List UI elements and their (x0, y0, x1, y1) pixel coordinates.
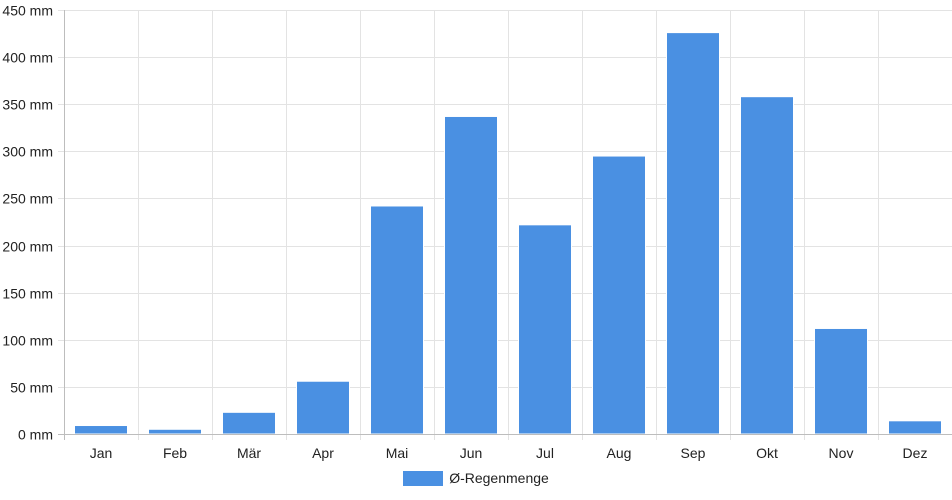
y-tick-label: 0 mm (18, 427, 53, 443)
bar-jul (518, 224, 572, 435)
bar-mai (370, 205, 424, 435)
y-tick-label: 450 mm (2, 3, 53, 19)
x-tick-label: Jan (90, 445, 113, 461)
x-tick-label: Jul (536, 445, 554, 461)
bar-nov (814, 327, 868, 435)
y-tick-label: 350 mm (2, 97, 53, 113)
bar-jun (444, 115, 498, 435)
legend-label: Ø-Regenmenge (449, 470, 549, 486)
legend-swatch (403, 470, 444, 486)
y-tick-label: 250 mm (2, 191, 53, 207)
bar-dez (888, 420, 942, 435)
x-tick-labels: Jan Feb Mär Apr Mai Jun Jul Aug Sep Okt Nov Dez (90, 445, 928, 461)
x-tick-label: Okt (756, 445, 778, 461)
y-tick-label: 150 mm (2, 286, 53, 302)
y-tick-labels: 0 mm 50 mm 100 mm 150 mm 200 mm 250 mm 300 mm 3… (2, 3, 53, 443)
bar-mär (222, 411, 276, 435)
y-tick-label: 300 mm (2, 144, 53, 160)
bar-aug (592, 155, 646, 435)
x-tick-label: Nov (829, 445, 854, 461)
x-tick-label: Mär (237, 445, 261, 461)
axes (58, 10, 952, 440)
bar-sep (666, 32, 720, 435)
x-tick-label: Aug (607, 445, 632, 461)
bar-feb (148, 428, 202, 435)
y-tick-label: 100 mm (2, 333, 53, 349)
bars (74, 32, 942, 435)
x-tick-label: Feb (163, 445, 187, 461)
x-tick-label: Jun (460, 445, 483, 461)
legend[interactable]: Ø-Regenmenge (0, 470, 952, 486)
y-tick-label: 400 mm (2, 50, 53, 66)
x-tick-label: Apr (312, 445, 334, 461)
x-tick-label: Mai (386, 445, 409, 461)
bar-apr (296, 380, 350, 435)
bar-okt (740, 96, 794, 435)
x-tick-label: Dez (903, 445, 928, 461)
y-tick-label: 50 mm (10, 380, 53, 396)
x-tick-label: Sep (681, 445, 706, 461)
bar-jan (74, 425, 128, 435)
y-tick-label: 200 mm (2, 239, 53, 255)
